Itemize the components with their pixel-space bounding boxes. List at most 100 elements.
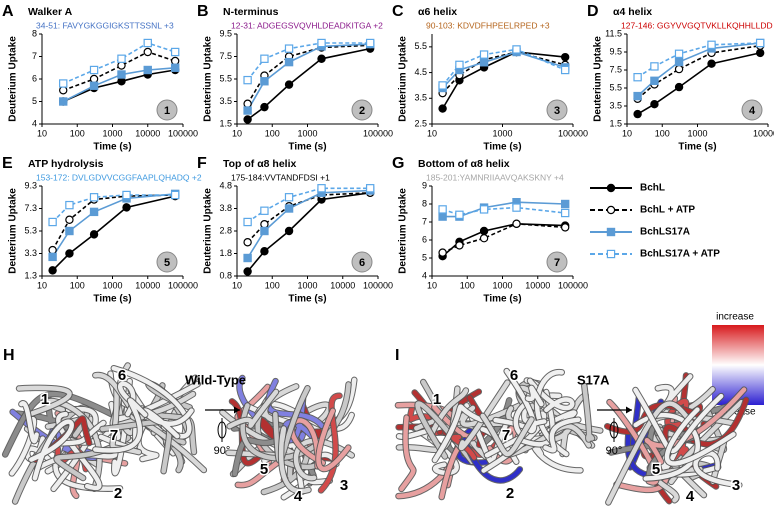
ribbon bbox=[257, 384, 299, 423]
marker bbox=[260, 206, 269, 215]
marker bbox=[633, 91, 642, 101]
badge bbox=[741, 99, 763, 121]
x-tick-label: 1000 bbox=[102, 280, 122, 290]
peptide: 12-31: ADGEGSVQVHLDEADKITGA +2 bbox=[231, 20, 383, 30]
panel-letter: A bbox=[2, 3, 14, 20]
region-label: 2 bbox=[114, 485, 122, 502]
badge-label: 4 bbox=[749, 105, 756, 117]
y-tick-label: 1.5 bbox=[609, 118, 622, 128]
marker bbox=[117, 70, 126, 79]
ribbon bbox=[458, 380, 510, 451]
ribbon bbox=[16, 385, 72, 416]
panel-letter: I bbox=[395, 347, 399, 364]
region-label: 4 bbox=[686, 488, 695, 505]
chart-title: α6 helix bbox=[418, 6, 457, 18]
x-tick-label: 100 bbox=[70, 280, 85, 290]
ribbon bbox=[316, 408, 351, 472]
y-tick-label: 3.3 bbox=[24, 248, 37, 258]
marker bbox=[707, 40, 716, 50]
y-tick-label: 9.5 bbox=[219, 28, 232, 38]
marker bbox=[633, 72, 642, 82]
marker bbox=[560, 223, 570, 232]
marker bbox=[284, 226, 294, 236]
series-line bbox=[62, 51, 176, 92]
y-tick-label: 7.5 bbox=[609, 64, 622, 74]
y-tick-label: 7.3 bbox=[24, 203, 37, 213]
panel-letter: H bbox=[3, 347, 15, 364]
x-axis-label: Time (s) bbox=[483, 142, 521, 153]
marker bbox=[48, 245, 57, 255]
ribbon bbox=[130, 391, 207, 473]
marker bbox=[560, 208, 570, 218]
y-tick-label: 6 bbox=[32, 73, 37, 83]
marker bbox=[65, 226, 74, 236]
marker bbox=[365, 184, 375, 193]
badge-label: 3 bbox=[554, 105, 560, 117]
marker bbox=[89, 74, 99, 84]
x-axis-label: Time (s) bbox=[93, 142, 131, 153]
x-tick-label: 100000 bbox=[168, 128, 198, 138]
y-tick-label: 7 bbox=[422, 216, 427, 226]
region-label: 4 bbox=[294, 488, 303, 505]
y-tick-label: 5 bbox=[32, 96, 37, 106]
marker bbox=[117, 77, 126, 86]
panel-letter: G bbox=[392, 155, 404, 172]
marker bbox=[284, 57, 294, 67]
marker bbox=[707, 59, 716, 68]
marker bbox=[243, 115, 252, 124]
panel-letter: D bbox=[587, 3, 599, 20]
y-tick-label: 1.3 bbox=[24, 270, 37, 280]
marker bbox=[365, 38, 375, 48]
marker bbox=[674, 57, 684, 67]
ribbon bbox=[527, 378, 575, 413]
series-line bbox=[246, 44, 371, 105]
marker bbox=[59, 86, 68, 95]
ribbon bbox=[93, 398, 148, 453]
marker bbox=[438, 81, 447, 90]
y-axis-label: Deuterium Uptake bbox=[203, 36, 214, 122]
peptide: 34-51: FAVYGKGGIGKSTTSSNL +3 bbox=[36, 20, 174, 30]
badge bbox=[546, 99, 568, 121]
x-tick-label: 1000 bbox=[492, 128, 512, 138]
marker bbox=[560, 199, 570, 209]
structure-title: Wild-Type bbox=[185, 372, 246, 387]
x-axis-label: Time (s) bbox=[288, 294, 326, 305]
y-tick-label: 5.5 bbox=[414, 41, 427, 51]
badge-label: 2 bbox=[359, 105, 365, 117]
marker bbox=[117, 54, 126, 63]
y-tick-label: 7.5 bbox=[219, 51, 232, 61]
y-axis-label: Deuterium Uptake bbox=[8, 188, 19, 274]
marker bbox=[674, 82, 684, 92]
x-tick-label: 100000 bbox=[753, 128, 774, 138]
marker bbox=[512, 219, 521, 228]
legend-marker bbox=[606, 227, 616, 237]
y-tick-label: 2.8 bbox=[219, 225, 232, 235]
y-tick-label: 5 bbox=[422, 252, 427, 262]
chart-title: Walker A bbox=[28, 6, 73, 18]
badge bbox=[351, 251, 373, 273]
series-line bbox=[62, 42, 176, 85]
ribbon bbox=[582, 383, 595, 442]
marker bbox=[89, 81, 99, 90]
ribbon bbox=[664, 407, 736, 466]
badge-label: 6 bbox=[359, 257, 365, 269]
marker bbox=[65, 215, 74, 224]
marker bbox=[560, 52, 570, 62]
marker bbox=[479, 233, 489, 243]
series-line bbox=[637, 44, 761, 100]
x-tick-label: 1000 bbox=[297, 280, 317, 290]
region-label: 2 bbox=[506, 485, 514, 502]
marker bbox=[48, 252, 57, 262]
peptide: 153-172: DVLGDVVCGGFAAPLQHADQ +2 bbox=[36, 172, 202, 182]
marker bbox=[243, 106, 252, 115]
badge bbox=[351, 99, 373, 121]
marker bbox=[260, 226, 269, 236]
rotation-label: 90° bbox=[606, 445, 623, 457]
y-tick-label: 4.8 bbox=[219, 180, 232, 190]
marker bbox=[512, 45, 521, 54]
y-axis-label: Deuterium Uptake bbox=[593, 36, 604, 122]
x-tick-label: 10 bbox=[427, 280, 437, 290]
ribbon bbox=[293, 438, 355, 481]
x-tick-label: 10000 bbox=[135, 128, 160, 138]
